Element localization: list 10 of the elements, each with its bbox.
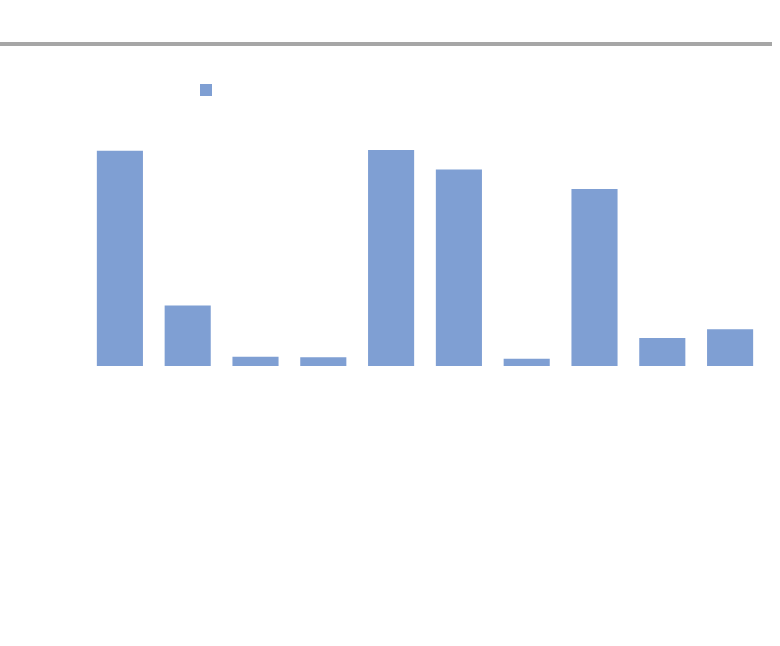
bar [639, 337, 686, 366]
bar [96, 150, 143, 366]
bar [368, 150, 415, 366]
bar [435, 169, 482, 366]
bar [503, 358, 550, 366]
bar [571, 188, 618, 366]
bar [232, 356, 279, 366]
bar [707, 329, 754, 366]
bar [300, 357, 347, 366]
bar [164, 305, 211, 366]
